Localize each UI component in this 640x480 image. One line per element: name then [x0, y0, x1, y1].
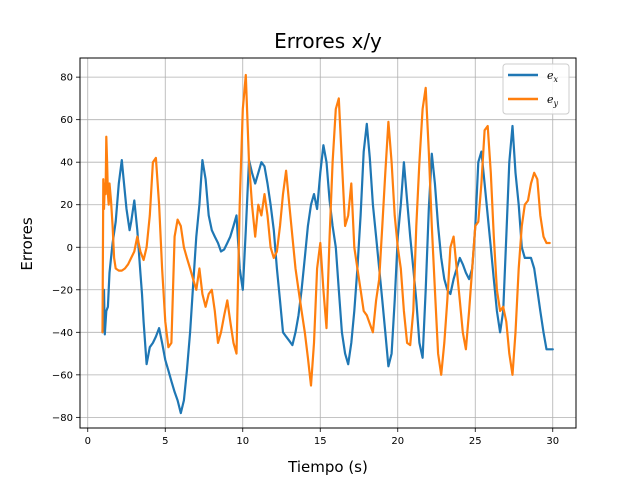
y-tick-label: −20 — [52, 285, 73, 296]
plot-frame — [79, 57, 577, 429]
y-axis-label: Errores — [18, 217, 36, 270]
legend-box — [502, 63, 570, 115]
legend: ex ey — [502, 63, 570, 115]
legend-label-ey-sub: y — [553, 99, 559, 108]
series-layer — [101, 73, 554, 415]
x-tick-label: 0 — [85, 436, 91, 447]
legend-label-ex: ex — [547, 69, 559, 84]
x-tick-label: 30 — [546, 436, 559, 447]
x-tick-label: 25 — [469, 436, 482, 447]
legend-label-ey-main: e — [547, 93, 554, 106]
legend-label-ex-sub: x — [554, 75, 559, 84]
axis-ticks: 0 5 10 15 20 25 30 −80 −60 −40 −20 0 20 40 60 80 — [52, 73, 559, 447]
x-tick-label: 15 — [314, 436, 327, 447]
x-tick-label: 5 — [162, 436, 168, 447]
y-tick-label: 40 — [60, 158, 73, 169]
chart-title: Errores x/y — [274, 29, 382, 53]
y-tick-label: 0 — [67, 243, 73, 254]
y-tick-label: 20 — [60, 200, 73, 211]
x-tick-label: 10 — [236, 436, 249, 447]
y-tick-label: 80 — [60, 73, 73, 84]
y-tick-label: 60 — [60, 115, 73, 126]
legend-label-ex-main: e — [547, 69, 554, 82]
y-tick-label: −60 — [52, 370, 73, 381]
y-tick-label: −40 — [52, 328, 73, 339]
legend-label-ey: ey — [547, 93, 559, 108]
x-tick-label: 20 — [391, 436, 404, 447]
y-tick-label: −80 — [52, 413, 73, 424]
x-axis-label: Tiempo (s) — [287, 458, 368, 476]
series-line-ey — [101, 73, 551, 387]
